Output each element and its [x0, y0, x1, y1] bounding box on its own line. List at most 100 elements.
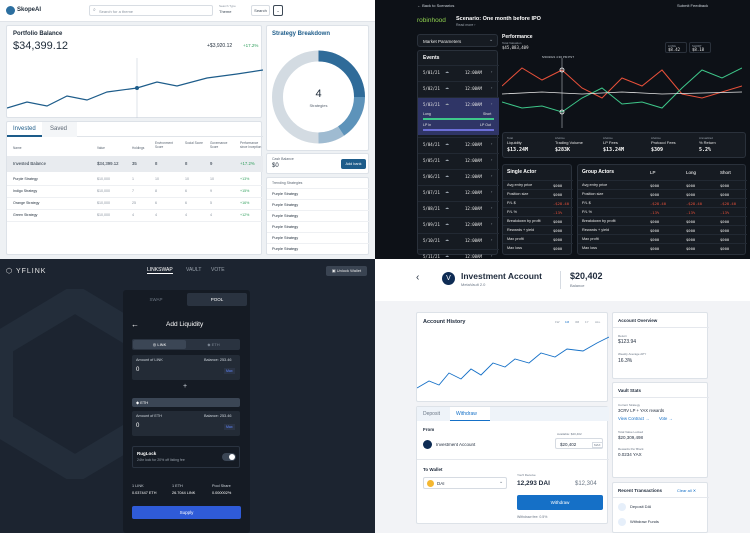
link-icon: ◎ — [152, 342, 158, 347]
market-params-toggle[interactable]: Market Parameters ⌄ — [417, 34, 498, 47]
tab-swap[interactable]: SWAP — [149, 297, 163, 302]
toggle-eth[interactable]: ◆ ETH — [187, 340, 240, 349]
table-cell: $10,000 — [97, 213, 110, 217]
donut-segment[interactable] — [337, 96, 365, 136]
chart-hover-point[interactable] — [559, 67, 565, 73]
ruglock-toggle[interactable] — [222, 453, 236, 461]
nav-vote[interactable]: VOTE — [211, 267, 225, 273]
donut-segment[interactable] — [318, 126, 345, 144]
chevron-right-icon[interactable]: › — [491, 173, 493, 178]
chevron-right-icon[interactable]: › — [491, 205, 493, 210]
view-contract-link[interactable]: View Contract → — [618, 416, 650, 421]
eth-amount-field[interactable]: Amount of ETH Balance: 253.46 0 Max — [132, 411, 240, 436]
eth-icon: ◆ — [136, 400, 141, 405]
toggle-link[interactable]: ◎ LINK — [133, 340, 186, 349]
read-more-link[interactable]: Read more › — [456, 23, 476, 27]
search-button[interactable]: Search — [251, 5, 270, 16]
toggle-knob — [229, 454, 235, 460]
range-option[interactable]: 1Y — [585, 320, 589, 324]
tab-withdraw[interactable]: Withdraw — [450, 407, 490, 421]
tab-pool[interactable]: POOL — [187, 293, 247, 306]
chevron-right-icon[interactable]: › — [491, 237, 493, 242]
range-option[interactable]: ALL — [595, 320, 601, 324]
event-row[interactable]: 5/01/21 ☁ 12:00AM › — [418, 65, 499, 79]
chevron-right-icon[interactable]: › — [491, 221, 493, 226]
token-select[interactable]: DAI ⌄ — [423, 477, 507, 489]
chart-hover-point[interactable] — [559, 109, 565, 115]
event-row[interactable]: 5/07/21 ☁ 12:00AM › — [418, 185, 499, 199]
actor-metric: Rewards + yield — [507, 228, 535, 232]
unlock-wallet-button[interactable]: ▣ Unlock Wallet — [326, 266, 367, 276]
amount-input[interactable]: $20,402 MAX — [555, 438, 603, 449]
trending-item[interactable]: Purple Strategy — [267, 221, 370, 232]
chevron-right-icon[interactable]: › — [491, 85, 493, 90]
tx-item[interactable]: Withdraw Funds — [630, 519, 659, 524]
table-row[interactable]: Indigo Strategy $10,000 7 8 6 9 +15% — [7, 186, 263, 198]
event-row[interactable]: 5/03/21 ☁ 12:00AM › Long Short LP In LP Out — [418, 97, 499, 135]
eth-selector[interactable]: ◆ ETH — [132, 398, 240, 407]
menu-button[interactable]: ⌄ — [273, 5, 283, 16]
event-row[interactable]: 5/05/21 ☁ 12:00AM › — [418, 153, 499, 167]
chevron-right-icon[interactable]: › — [491, 141, 493, 146]
tab-saved[interactable]: Saved — [42, 122, 77, 137]
plus-icon: + — [183, 383, 188, 390]
receive-label: You'll Receive — [517, 473, 536, 477]
table-header-cell: Holdings — [132, 146, 145, 150]
table-row[interactable]: Purple Strategy $10,000 1 10 10 10 +13% — [7, 174, 263, 186]
range-option[interactable]: 1W — [555, 320, 560, 324]
token-label: DAI — [437, 481, 445, 486]
event-row[interactable]: 5/11/21 ☁ 12:00AM › — [418, 249, 499, 259]
table-cell: 10 — [185, 177, 189, 181]
event-row[interactable]: 5/10/21 ☁ 12:00AM › — [418, 233, 499, 247]
chevron-right-icon[interactable]: › — [491, 69, 493, 74]
chevron-right-icon[interactable]: › — [491, 157, 493, 162]
trending-item[interactable]: Purple Strategy — [267, 199, 370, 210]
vote-link[interactable]: Vote → — [659, 416, 673, 421]
eth-max-button[interactable]: Max — [224, 424, 235, 430]
supply-button[interactable]: Supply — [132, 506, 241, 519]
back-arrow-icon[interactable]: ← — [131, 320, 139, 329]
nav-vault[interactable]: VAULT — [186, 267, 202, 273]
chart-hover-point[interactable] — [135, 86, 139, 90]
table-header-cell[interactable]: Name — [13, 146, 22, 150]
trending-item[interactable]: Purple Strategy — [267, 188, 370, 199]
event-row[interactable]: 5/06/21 ☁ 12:00AM › — [418, 169, 499, 183]
table-row[interactable]: Green Strategy $10,000 4 4 4 4 +12% — [7, 210, 263, 222]
max-button[interactable]: MAX — [592, 442, 603, 448]
event-row[interactable]: 5/09/21 ☁ 12:00AM › — [418, 217, 499, 231]
link-max-button[interactable]: Max — [224, 368, 235, 374]
back-chevron-icon[interactable]: ‹ — [416, 272, 420, 283]
back-link[interactable]: ← Back to Scenarios — [417, 3, 455, 8]
search-type-select[interactable]: Theme — [219, 9, 232, 14]
add-bank-button[interactable]: Add bank — [341, 159, 366, 169]
lp-series-line — [502, 91, 742, 95]
strategy-card: Strategy Breakdown 4 Strategies — [266, 25, 369, 151]
tab-deposit[interactable]: Deposit — [423, 411, 440, 417]
pool-stat-value: 26.7044 LINK — [172, 491, 196, 495]
trending-item[interactable]: Purple Strategy — [267, 243, 370, 254]
event-row[interactable]: 5/02/21 ☁ 12:00AM › — [418, 81, 499, 95]
actor-metric: Breakdown by profit — [582, 219, 616, 223]
stat-item: Lifetime Protocol Fees $309 — [651, 136, 697, 156]
event-row[interactable]: 5/08/21 ☁ 12:00AM › — [418, 201, 499, 215]
withdraw-button[interactable]: Withdraw — [517, 495, 603, 510]
chevron-right-icon[interactable]: › — [491, 101, 493, 106]
table-row[interactable]: Orange Strategy $10,000 25 6 6 5 +16% — [7, 198, 263, 210]
donut-segment[interactable] — [318, 50, 365, 98]
tab-invested[interactable]: Invested — [7, 122, 42, 137]
nav-linkswap[interactable]: LINKSWAP — [147, 267, 173, 274]
range-option[interactable]: 3M — [575, 320, 580, 324]
trending-item[interactable]: Purple Strategy — [267, 210, 370, 221]
lp-bar — [423, 129, 494, 131]
trending-item[interactable]: Purple Strategy — [267, 232, 370, 243]
submit-feedback-link[interactable]: Submit Feedback — [677, 3, 709, 8]
search-input[interactable]: ⌕ Search for a theme — [89, 5, 213, 16]
event-date: 5/01/21 — [423, 70, 440, 75]
range-option[interactable]: 1M — [565, 320, 570, 324]
clear-all-button[interactable]: Clear all ✕ — [677, 488, 697, 493]
chevron-right-icon[interactable]: › — [491, 189, 493, 194]
link-amount-field[interactable]: Amount of LINK Balance: 253.46 0 Max — [132, 355, 240, 380]
event-row[interactable]: 5/04/21 ☁ 12:00AM › — [418, 137, 499, 151]
chevron-right-icon[interactable]: › — [491, 253, 493, 258]
tx-item[interactable]: Deposit DAI — [630, 504, 652, 509]
